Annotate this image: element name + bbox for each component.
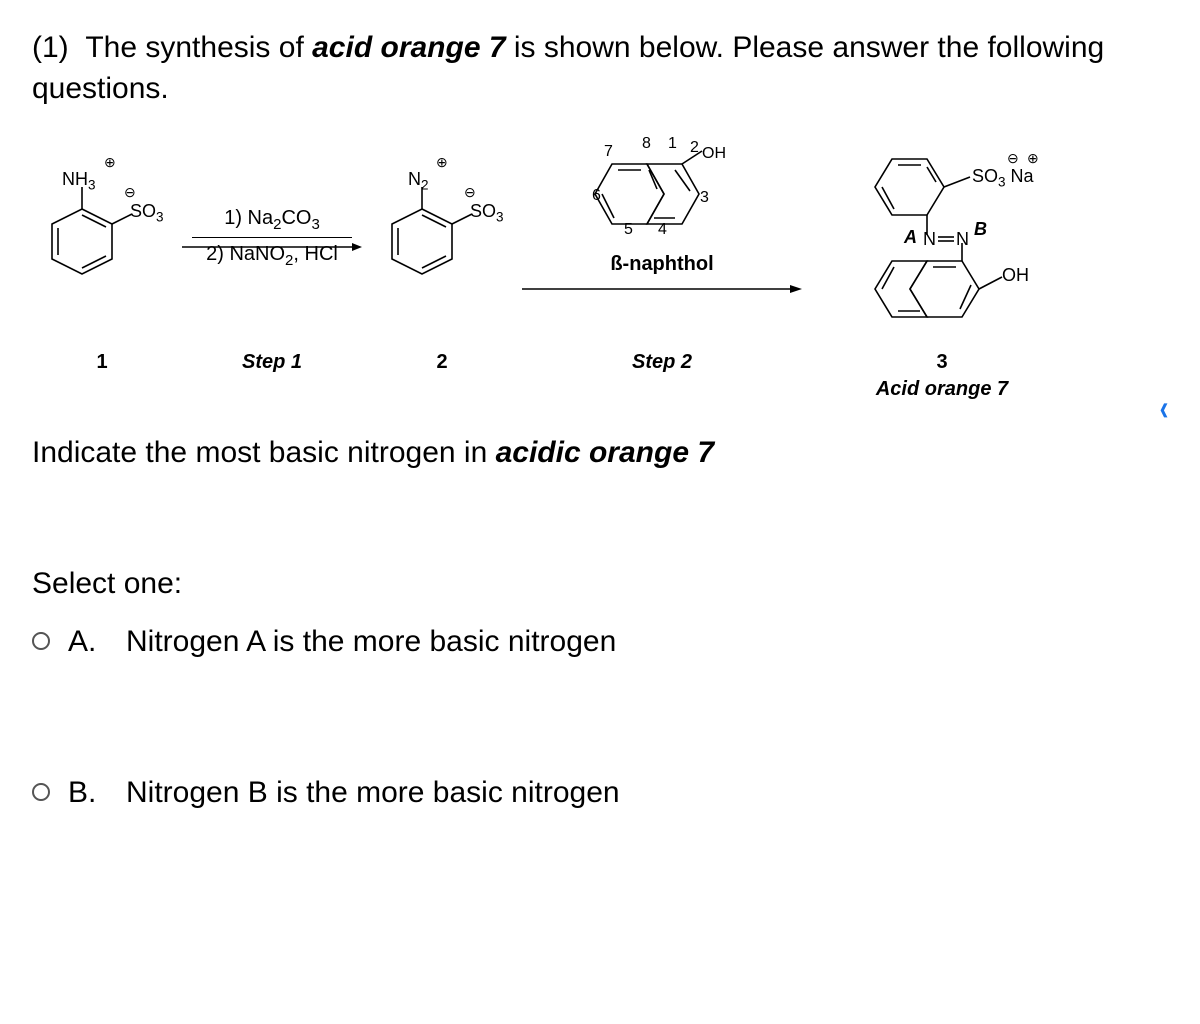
select-label: Select one: <box>32 564 1168 605</box>
radio-icon[interactable] <box>32 783 50 801</box>
sub-prompt: Indicate the most basic nitrogen in acid… <box>32 433 1168 474</box>
step2-block: OH 2 1 8 7 6 5 4 3 ß-naphthol <box>522 139 802 296</box>
option-a[interactable]: A. Nitrogen A is the more basic nitrogen <box>32 622 1168 663</box>
option-a-letter: A. <box>68 622 108 663</box>
n3: 3 <box>812 349 1072 376</box>
compound-1: NH3 ⊕ SO3 ⊖ <box>32 139 172 299</box>
reaction-scheme: NH3 ⊕ SO3 ⊖ 1) Na2CO3 2) NaNO2, HCl <box>32 139 1168 339</box>
step2-label: Step 2 <box>522 349 802 403</box>
label-b: B <box>974 217 987 241</box>
labels-row: 1 Step 1 2 Step 2 3 Acid orange 7 <box>32 349 1168 403</box>
product: SO3 Na ⊖ ⊕ N N A B OH <box>812 139 1072 339</box>
plus-charge-icon: ⊕ <box>1027 149 1039 168</box>
intro-pre: The synthesis of <box>85 31 312 64</box>
pos-5: 5 <box>624 219 633 241</box>
plus-charge-icon: ⊕ <box>436 153 448 172</box>
pos-8: 8 <box>642 133 651 155</box>
step1-arrow: 1) Na2CO3 2) NaNO2, HCl <box>182 204 362 253</box>
n-b: N <box>956 227 969 251</box>
arrow-icon <box>182 241 362 253</box>
select-block: Select one: A. Nitrogen A is the more ba… <box>32 564 1168 814</box>
pos-4: 4 <box>658 219 667 241</box>
so3na-label: SO3 Na <box>972 164 1034 192</box>
label-a: A <box>904 225 917 249</box>
n2: 2 <box>372 349 512 403</box>
pos-6: 6 <box>592 185 601 207</box>
intro-bold: acid orange 7 <box>312 31 505 64</box>
oh-label: OH <box>702 143 726 165</box>
arrow-icon <box>522 282 802 296</box>
minus-charge-icon: ⊖ <box>124 183 136 202</box>
pos-3: 3 <box>700 187 709 209</box>
nh3-label: NH3 <box>62 167 96 195</box>
pos-7: 7 <box>604 141 613 163</box>
cursor-icon: ❰ <box>1158 400 1170 419</box>
minus-charge-icon: ⊖ <box>1007 149 1019 168</box>
pos-2: 2 <box>690 137 699 159</box>
pos-1: 1 <box>668 133 677 155</box>
option-b[interactable]: B. Nitrogen B is the more basic nitrogen <box>32 773 1168 814</box>
so3-label: SO3 <box>130 199 164 227</box>
step1-label: Step 1 <box>182 349 362 403</box>
option-b-text: Nitrogen B is the more basic nitrogen <box>126 773 620 814</box>
q-number: (1) <box>32 31 69 64</box>
option-a-text: Nitrogen A is the more basic nitrogen <box>126 622 616 663</box>
plus-charge-icon: ⊕ <box>104 153 116 172</box>
option-b-letter: B. <box>68 773 108 814</box>
question-intro: (1) The synthesis of acid orange 7 is sh… <box>32 28 1168 109</box>
n-a: N <box>923 227 936 251</box>
compound-2: N2 ⊕ SO3 ⊖ <box>372 139 512 299</box>
naphthol-name: ß-naphthol <box>610 251 713 278</box>
step1-conditions: 1) Na2CO3 2) NaNO2, HCl <box>192 204 352 271</box>
so3-label: SO3 <box>470 199 504 227</box>
minus-charge-icon: ⊖ <box>464 183 476 202</box>
n1: 1 <box>32 349 172 403</box>
n2-label: N2 <box>408 167 429 195</box>
radio-icon[interactable] <box>32 632 50 650</box>
product-name: Acid orange 7 <box>812 376 1072 403</box>
oh-label: OH <box>1002 263 1029 287</box>
